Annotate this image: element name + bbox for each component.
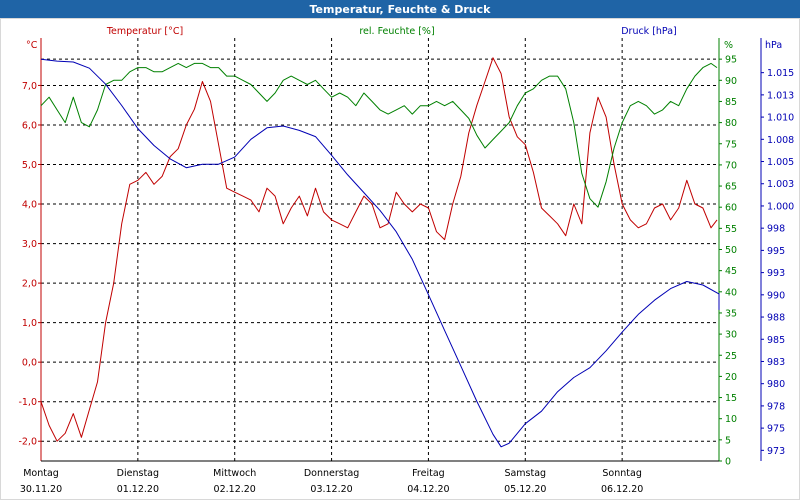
x-tick-day-5: Samstag xyxy=(504,468,546,479)
humidity-series-label: rel. Feuchte [%] xyxy=(359,26,434,37)
press-tick-label-16: 1.013 xyxy=(767,90,794,101)
press-tick-label-11: 1.000 xyxy=(767,201,794,212)
press-tick-label-1: 975 xyxy=(767,424,785,435)
series-headers: Temperatur [°C] rel. Feuchte [%] Druck [… xyxy=(26,26,782,51)
press-tick-label-10: 998 xyxy=(767,224,785,235)
pressure-series-line xyxy=(40,58,720,448)
temp-tick-label-0: -2,0 xyxy=(18,437,37,448)
x-tick-date-2: 02.12.20 xyxy=(214,484,256,495)
x-tick-date-5: 05.12.20 xyxy=(504,484,546,495)
hum-tick-label-15: 75 xyxy=(725,139,737,150)
press-tick-label-3: 980 xyxy=(767,379,785,390)
temp-tick-label-2: 0,0 xyxy=(22,358,37,369)
hum-tick-label-16: 80 xyxy=(725,118,737,129)
chart-title: Temperatur, Feuchte & Druck xyxy=(310,3,492,16)
hum-tick-label-0: 0 xyxy=(725,457,731,468)
x-tick-day-6: Sonntag xyxy=(602,468,641,479)
hum-tick-label-14: 70 xyxy=(725,160,737,171)
x-tick-date-6: 06.12.20 xyxy=(601,484,643,495)
hum-tick-label-3: 15 xyxy=(725,393,737,404)
axes xyxy=(38,38,764,462)
temp-tick-label-4: 2,0 xyxy=(22,279,37,290)
temp-tick-label-1: -1,0 xyxy=(18,397,37,408)
x-tick-date-3: 03.12.20 xyxy=(310,484,352,495)
humidity-unit-label: % xyxy=(724,40,733,51)
hum-tick-label-17: 85 xyxy=(725,97,737,108)
press-tick-label-4: 983 xyxy=(767,357,785,368)
x-tick-day-0: Montag xyxy=(23,468,59,479)
grid xyxy=(41,38,719,461)
x-tick-day-1: Dienstag xyxy=(117,468,159,479)
press-tick-label-9: 995 xyxy=(767,246,785,257)
hum-tick-label-4: 20 xyxy=(725,372,737,383)
hum-tick-label-7: 35 xyxy=(725,308,737,319)
press-tick-label-7: 990 xyxy=(767,290,785,301)
press-tick-label-14: 1.008 xyxy=(767,135,794,146)
temp-tick-label-5: 3,0 xyxy=(22,239,37,250)
x-tick-day-2: Mittwoch xyxy=(213,468,256,479)
press-tick-label-5: 985 xyxy=(767,335,785,346)
hum-tick-label-19: 95 xyxy=(725,55,737,66)
press-tick-label-2: 978 xyxy=(767,401,785,412)
humidity-series-line xyxy=(40,62,718,208)
press-tick-label-6: 988 xyxy=(767,313,785,324)
temp-tick-label-6: 4,0 xyxy=(22,200,37,211)
press-tick-label-0: 973 xyxy=(767,446,785,457)
hum-tick-label-13: 65 xyxy=(725,182,737,193)
hum-tick-label-5: 25 xyxy=(725,351,737,362)
pressure-unit-label: hPa xyxy=(765,40,782,51)
temp-tick-label-8: 6,0 xyxy=(22,120,37,131)
title-bar: Temperatur, Feuchte & Druck xyxy=(0,0,800,18)
x-tick-day-4: Freitag xyxy=(412,468,445,479)
hum-tick-label-2: 10 xyxy=(725,414,737,425)
x-tick-day-3: Donnerstag xyxy=(304,468,359,479)
temperature-unit-label: °C xyxy=(26,40,38,51)
series xyxy=(40,57,720,448)
press-tick-label-17: 1.015 xyxy=(767,68,794,79)
hum-tick-label-1: 5 xyxy=(725,435,731,446)
press-tick-label-12: 1.003 xyxy=(767,179,794,190)
temperature-series-label: Temperatur [°C] xyxy=(106,26,183,37)
hum-tick-label-11: 55 xyxy=(725,224,737,235)
hum-tick-label-18: 90 xyxy=(725,76,737,87)
x-tick-date-4: 04.12.20 xyxy=(407,484,449,495)
tick-labels: Montag30.11.20Dienstag01.12.20Mittwoch02… xyxy=(18,55,794,495)
x-tick-date-0: 30.11.20 xyxy=(20,484,62,495)
hum-tick-label-9: 45 xyxy=(725,266,737,277)
hum-tick-label-10: 50 xyxy=(725,245,737,256)
hum-tick-label-12: 60 xyxy=(725,203,737,214)
temp-tick-label-7: 5,0 xyxy=(22,160,37,171)
press-tick-label-15: 1.010 xyxy=(767,113,794,124)
x-tick-date-1: 01.12.20 xyxy=(117,484,159,495)
temp-tick-label-9: 7,0 xyxy=(22,81,37,92)
hum-tick-label-6: 30 xyxy=(725,330,737,341)
press-tick-label-13: 1.005 xyxy=(767,157,794,168)
temp-tick-label-3: 1,0 xyxy=(22,318,37,329)
title-bar-background xyxy=(0,0,800,18)
hum-tick-label-8: 40 xyxy=(725,287,737,298)
pressure-series-label: Druck [hPa] xyxy=(621,26,677,37)
temperature-series-line xyxy=(40,57,718,442)
press-tick-label-8: 993 xyxy=(767,268,785,279)
